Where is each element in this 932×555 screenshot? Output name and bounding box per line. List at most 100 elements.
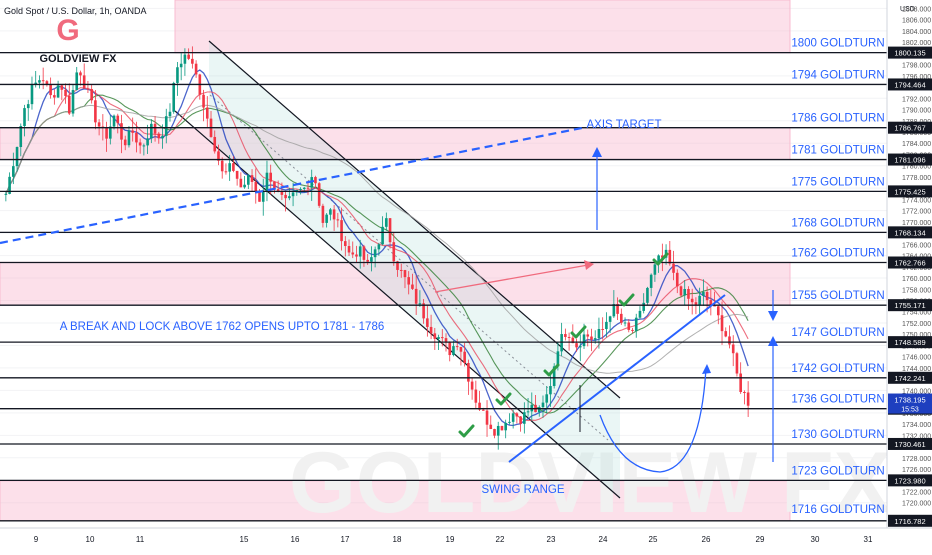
time-tick-label: 15 [240,535,249,544]
candle-body [317,183,321,206]
current-price-value: 1738.195 [894,396,925,405]
watermark-text: GOLDVIEW FX [289,435,891,531]
check-mark-icon [570,325,587,339]
candle-body [429,326,433,334]
price-tick-label: 1758.000 [902,287,931,294]
candle-body [440,337,444,339]
candle-body [101,126,105,128]
candle-body [713,305,716,307]
price-tag-text: 1742.241 [894,374,925,383]
candle-body [146,138,149,146]
candle-body [735,353,739,374]
candle-body [716,306,720,316]
candle-body [321,205,325,223]
candle-body [739,373,742,393]
price-tick-label: 1722.000 [902,489,931,496]
price-tag-text: 1800.135 [894,49,925,58]
candle-body [519,416,522,424]
candle-body [426,318,429,327]
candle-body [82,75,86,89]
time-tick-label: 29 [756,535,765,544]
price-tick-label: 1760.000 [902,276,931,283]
candle-body [172,82,176,112]
price-tick-label: 1720.000 [902,501,931,508]
candle-body [496,425,500,436]
candle-body [646,287,649,303]
candle-body [702,292,705,296]
candle-body [86,88,90,90]
candle-body [123,139,127,146]
candle-body [657,255,660,265]
candle-body [306,187,310,189]
candle-body [616,303,619,314]
candle-body [470,381,474,390]
time-axis[interactable]: 9 10 11 15 16 17 18 19 22 23 24 25 26 29 30 31 [0,527,932,550]
candle-body [564,334,567,337]
candle-body [64,89,67,96]
price-tick-label: 1750.000 [902,332,931,339]
candle-body [358,246,362,257]
price-tick-label: 1740.000 [902,388,931,395]
goldview-logo: G GOLDVIEW FX [40,14,118,65]
candle-body [49,84,52,96]
candle-body [370,257,373,262]
time-tick-label: 9 [34,535,39,544]
time-tick-label: 23 [547,535,556,544]
candle-body [478,402,481,410]
candle-body [94,100,97,123]
price-tag-box [888,299,932,312]
candle-body [239,178,243,188]
candle-body [254,181,258,192]
channel-upper-line [208,40,621,399]
time-tick-label: 24 [599,535,608,544]
candle-body [194,63,198,75]
candle-body [329,209,332,215]
projection-arrow-head [702,364,711,374]
down-arrow-head [768,311,778,321]
goldturn-label: 1716 GOLDTURN [791,504,884,516]
swing-range-label: SWING RANGE [481,484,564,496]
candle-body [243,184,246,188]
time-tick-label: 31 [864,535,873,544]
candle-body [661,255,664,258]
candle-body [179,63,183,68]
candle-body [45,81,49,85]
price-tag-box [888,46,932,59]
price-tick-label: 1802.000 [902,40,931,47]
candle-body [575,343,578,348]
candle-body [291,192,295,197]
goldturn-label: 1755 GOLDTURN [791,290,884,302]
time-tick-label: 22 [496,535,505,544]
support-trendline [508,294,726,463]
candle-body [448,342,452,356]
candle-body [743,392,746,394]
price-tick-label: 1732.000 [902,433,931,440]
candle-body [75,72,79,91]
candle-body [19,126,23,148]
break-arrow-line [434,264,589,293]
candle-body [504,422,507,431]
check-mark-icon [458,424,475,438]
time-tick-label: 16 [291,535,300,544]
time-tick-label: 10 [86,535,95,544]
candle-body [299,188,302,190]
goldturn-label: 1786 GOLDTURN [791,113,884,125]
candle-body [455,346,459,348]
candle-body [399,269,403,271]
candle-body [493,428,496,436]
goldturn-label: 1747 GOLDTURN [791,327,884,339]
candle-body [60,85,64,90]
candle-body [325,214,328,223]
price-tick-label: 1728.000 [902,456,931,463]
candle-body [508,421,511,423]
candle-body [355,254,358,257]
grid [0,7,887,504]
candle-body [537,407,541,413]
candle-body [601,328,604,330]
time-tick-label: 19 [446,535,455,544]
candle-body [407,277,411,285]
candle-body [694,302,698,305]
candle-body [131,130,134,133]
